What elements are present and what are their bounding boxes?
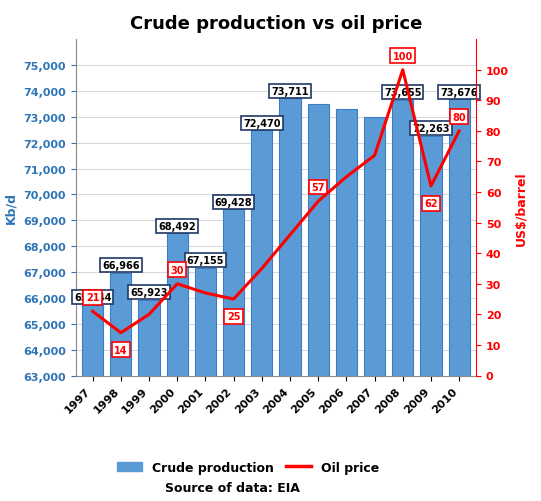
- Y-axis label: Kb/d: Kb/d: [4, 192, 18, 224]
- Text: 72,470: 72,470: [243, 119, 281, 129]
- Text: 72,263: 72,263: [412, 124, 450, 134]
- Text: 25: 25: [227, 312, 240, 322]
- Text: 65,923: 65,923: [130, 288, 168, 298]
- Text: 66,966: 66,966: [102, 261, 140, 271]
- Text: Source of data: EIA: Source of data: EIA: [165, 481, 300, 494]
- Bar: [308, 105, 329, 501]
- Bar: [336, 110, 357, 501]
- Text: 57: 57: [312, 183, 325, 193]
- Text: 68,492: 68,492: [159, 221, 196, 231]
- Y-axis label: US$/barrel: US$/barrel: [514, 171, 527, 245]
- Text: 80: 80: [452, 113, 466, 122]
- Bar: [280, 99, 301, 501]
- Text: 30: 30: [170, 265, 184, 275]
- Text: 73,711: 73,711: [271, 87, 309, 97]
- Text: 69,428: 69,428: [215, 197, 253, 207]
- Text: 14: 14: [114, 345, 128, 355]
- Bar: [251, 131, 272, 501]
- Bar: [392, 101, 413, 501]
- Text: 73,676: 73,676: [440, 88, 478, 98]
- Bar: [195, 269, 216, 501]
- Text: 62: 62: [424, 199, 438, 209]
- Title: Crude production vs oil price: Crude production vs oil price: [130, 15, 422, 33]
- Bar: [364, 118, 385, 501]
- Text: 73,655: 73,655: [384, 88, 421, 98]
- Bar: [420, 137, 441, 501]
- Legend: Crude production, Oil price: Crude production, Oil price: [111, 456, 384, 479]
- Bar: [82, 305, 103, 501]
- Bar: [138, 300, 160, 501]
- Bar: [448, 100, 470, 501]
- Text: 21: 21: [86, 293, 100, 303]
- Bar: [110, 274, 131, 501]
- Bar: [167, 234, 188, 501]
- Bar: [223, 210, 244, 501]
- Text: 67,155: 67,155: [187, 256, 224, 266]
- Text: 100: 100: [393, 52, 413, 62]
- Text: 65,744: 65,744: [74, 293, 111, 302]
